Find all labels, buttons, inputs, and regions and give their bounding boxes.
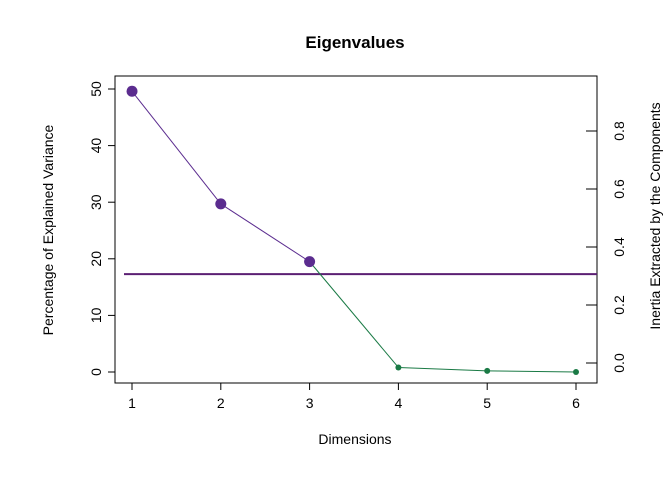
x-tick-label: 6: [572, 395, 580, 411]
series-segment: [220, 203, 310, 263]
series-segment: [487, 370, 577, 373]
data-point: [395, 364, 402, 371]
data-point: [484, 367, 491, 374]
data-point: [304, 256, 316, 268]
y2-tick-label: 0.4: [611, 237, 627, 257]
plot-area: [114, 75, 598, 384]
series-lines: [131, 90, 577, 373]
y-tick-label: 20: [88, 251, 104, 267]
x-tick-label: 2: [217, 395, 225, 411]
x-tick-label: 4: [395, 395, 403, 411]
y-tick-label: 50: [88, 81, 104, 97]
y-tick-label: 40: [88, 138, 104, 154]
y2-tick-label: 0.6: [611, 179, 627, 199]
y-tick-label: 10: [88, 307, 104, 323]
x-tick-label: 5: [483, 395, 491, 411]
y-axis: 0 10 20 30 40 50: [88, 81, 116, 376]
x-axis-label: Dimensions: [318, 431, 391, 447]
chart-title: Eigenvalues: [305, 33, 404, 52]
y2-axis: 0.0 0.2 0.4 0.6 0.8: [586, 121, 627, 373]
y-tick-label: 30: [88, 194, 104, 210]
x-axis: 1 2 3 4 5 6: [128, 382, 580, 411]
y2-tick-label: 0.8: [611, 121, 627, 141]
x-tick-label: 3: [306, 395, 314, 411]
y2-tick-label: 0.0: [611, 353, 627, 373]
series-segment: [398, 366, 488, 372]
series-segment: [131, 90, 222, 205]
data-point: [215, 198, 227, 210]
series-points: [126, 85, 579, 375]
data-point: [126, 85, 138, 97]
y2-axis-label: Inertia Extracted by the Components: [647, 102, 663, 329]
y2-tick-label: 0.2: [611, 295, 627, 315]
data-point: [573, 369, 579, 375]
x-tick-label: 1: [128, 395, 136, 411]
y-axis-label: Percentage of Explained Variance: [40, 124, 56, 335]
y-tick-label: 0: [88, 368, 104, 376]
series-segment: [309, 261, 399, 368]
